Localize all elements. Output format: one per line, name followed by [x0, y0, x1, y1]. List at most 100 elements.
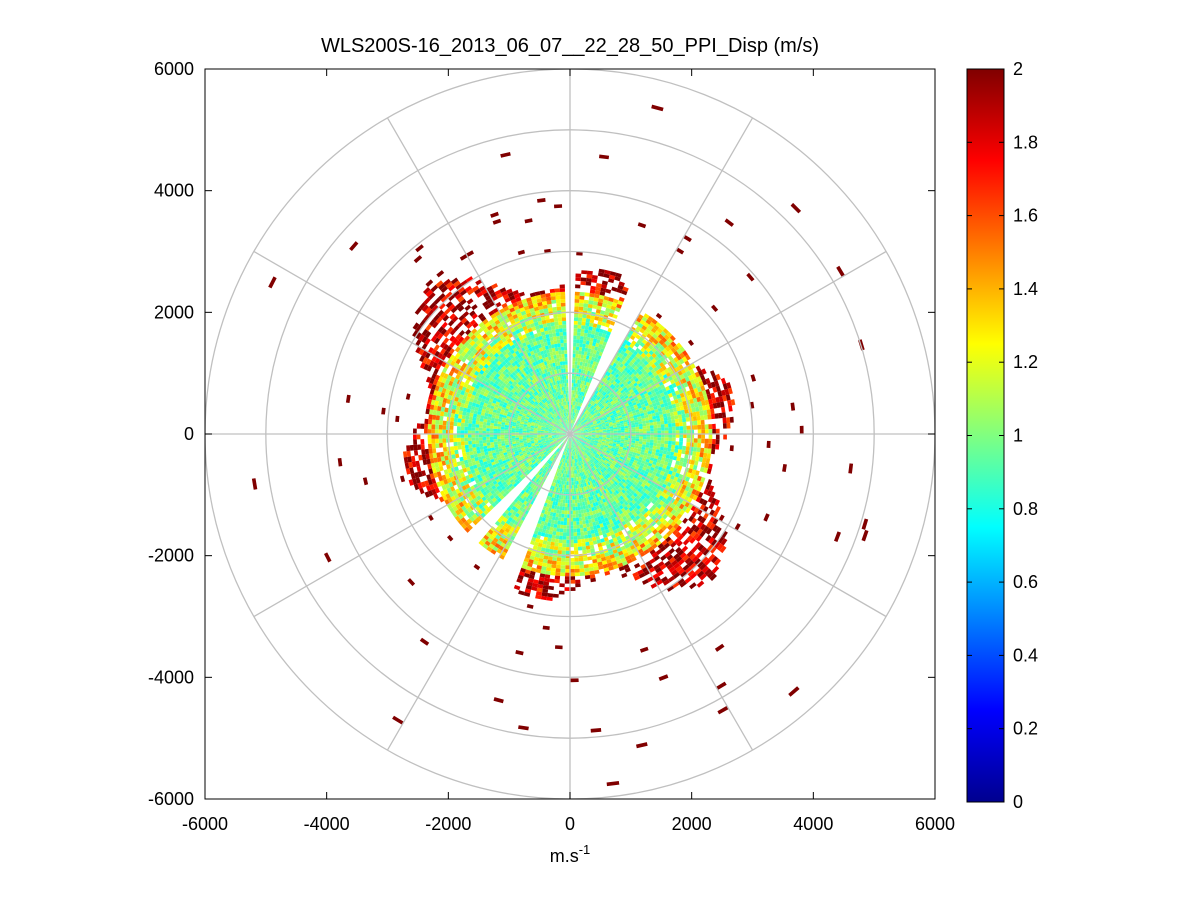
- ppi-cell: [570, 507, 573, 511]
- ppi-cell: [592, 502, 597, 507]
- ppi-cell: [619, 533, 625, 539]
- ppi-cell: [577, 469, 580, 474]
- ppi-cell: [583, 445, 587, 449]
- ppi-cell: [593, 357, 598, 362]
- ppi-cell: [570, 539, 574, 544]
- ppi-cell: [610, 365, 615, 371]
- ppi-cell: [608, 312, 614, 318]
- ppi-cell: [630, 348, 636, 354]
- ppi-cell: [604, 459, 609, 464]
- ppi-cell: [602, 485, 607, 490]
- ppi-cell: [653, 395, 658, 400]
- ppi-cell: [711, 556, 719, 564]
- ppi-cell: [638, 507, 644, 513]
- ppi-cell: [669, 483, 675, 489]
- ppi-cell: [617, 385, 622, 390]
- ppi-cell: [533, 435, 538, 437]
- ppi-cell: [577, 423, 581, 427]
- ppi-cell: [594, 455, 598, 459]
- ppi-cell: [610, 514, 615, 520]
- ppi-cell: [710, 491, 716, 498]
- ppi-cell: [626, 364, 632, 369]
- ppi-cell: [667, 337, 674, 344]
- ppi-cell: [578, 517, 583, 522]
- ppi-cell: [597, 335, 602, 341]
- ppi-cell: [573, 375, 577, 380]
- ppi-cell: [572, 440, 575, 445]
- ppi-cell: [697, 429, 702, 434]
- ppi-cell: [641, 446, 646, 450]
- ppi-cell: [604, 444, 609, 447]
- ppi-cell: [664, 340, 671, 347]
- ppi-cell: [618, 464, 623, 469]
- ppi-cell: [617, 284, 624, 290]
- ppi-cell: [595, 405, 599, 409]
- ppi-cell: [576, 387, 579, 391]
- ppi-cell: [653, 475, 659, 481]
- ppi-cell: [704, 462, 710, 469]
- ppi-cell: [682, 350, 688, 357]
- ppi-cell: [609, 320, 616, 326]
- ppi-cell: [577, 422, 580, 426]
- ppi-cell: [704, 568, 712, 576]
- ppi-cell: [555, 475, 558, 480]
- ppi-cell: [642, 390, 648, 395]
- ppi-cell: [609, 530, 615, 536]
- ppi-cell: [675, 441, 680, 446]
- ppi-cell: [597, 387, 601, 392]
- ppi-cell: [583, 336, 588, 341]
- ppi-cell: [715, 385, 721, 392]
- ppi-cell: [573, 394, 576, 398]
- ppi-cell: [565, 547, 570, 551]
- ppi-cell: [601, 401, 606, 405]
- ppi-cell: [694, 402, 699, 408]
- ppi-cell: [576, 368, 580, 373]
- ppi-cell: [598, 332, 603, 337]
- ppi-cell: [665, 351, 671, 358]
- ppi-cell: [708, 485, 715, 492]
- ppi-cell: [605, 394, 610, 399]
- ppi-cell: [486, 442, 491, 446]
- ppi-cell: [655, 390, 660, 396]
- ppi-cell: [553, 549, 558, 554]
- ppi-cell: [679, 509, 685, 516]
- ppi-cell: [581, 423, 586, 426]
- ppi-cell: [561, 469, 564, 474]
- ppi-cell: [563, 455, 566, 459]
- ppi-cell: [617, 391, 622, 396]
- ppi-cell: [721, 530, 728, 539]
- ppi-cell: [635, 363, 641, 369]
- ppi-cell: [595, 427, 599, 430]
- ppi-cell: [560, 521, 564, 525]
- ppi-cell: [646, 487, 652, 492]
- ppi-cell: [646, 465, 652, 470]
- ppi-cell: [573, 434, 578, 436]
- ppi-cell: [640, 368, 646, 373]
- ppi-cell: [664, 560, 672, 567]
- ppi-cell: [582, 520, 586, 525]
- ppi-cell: [594, 441, 599, 443]
- ppi-cell: [666, 331, 673, 338]
- ppi-cell: [635, 499, 641, 505]
- ppi-cell: [656, 520, 662, 526]
- ppi-cell: [580, 432, 585, 434]
- ppi-cell: [583, 306, 588, 312]
- ppi-cell: [594, 415, 598, 419]
- ppi-cell: [578, 395, 582, 399]
- ppi-cell: [632, 476, 637, 482]
- ppi-cell: [661, 525, 668, 532]
- ppi-cell: [574, 306, 579, 311]
- ppi-cell: [612, 411, 617, 415]
- ppi-cell: [576, 480, 579, 485]
- ppi-cell: [611, 385, 616, 390]
- ppi-cell: [592, 479, 596, 484]
- ppi-cell: [608, 499, 613, 504]
- ppi-cell: [680, 409, 685, 415]
- ppi-cell: [677, 414, 682, 419]
- ppi-cell: [568, 448, 569, 453]
- ppi-cell: [565, 558, 570, 562]
- ppi-cell: [662, 450, 668, 455]
- ppi-cell: [579, 292, 585, 297]
- ppi-cell: [614, 359, 619, 365]
- ppi-cell: [574, 499, 578, 504]
